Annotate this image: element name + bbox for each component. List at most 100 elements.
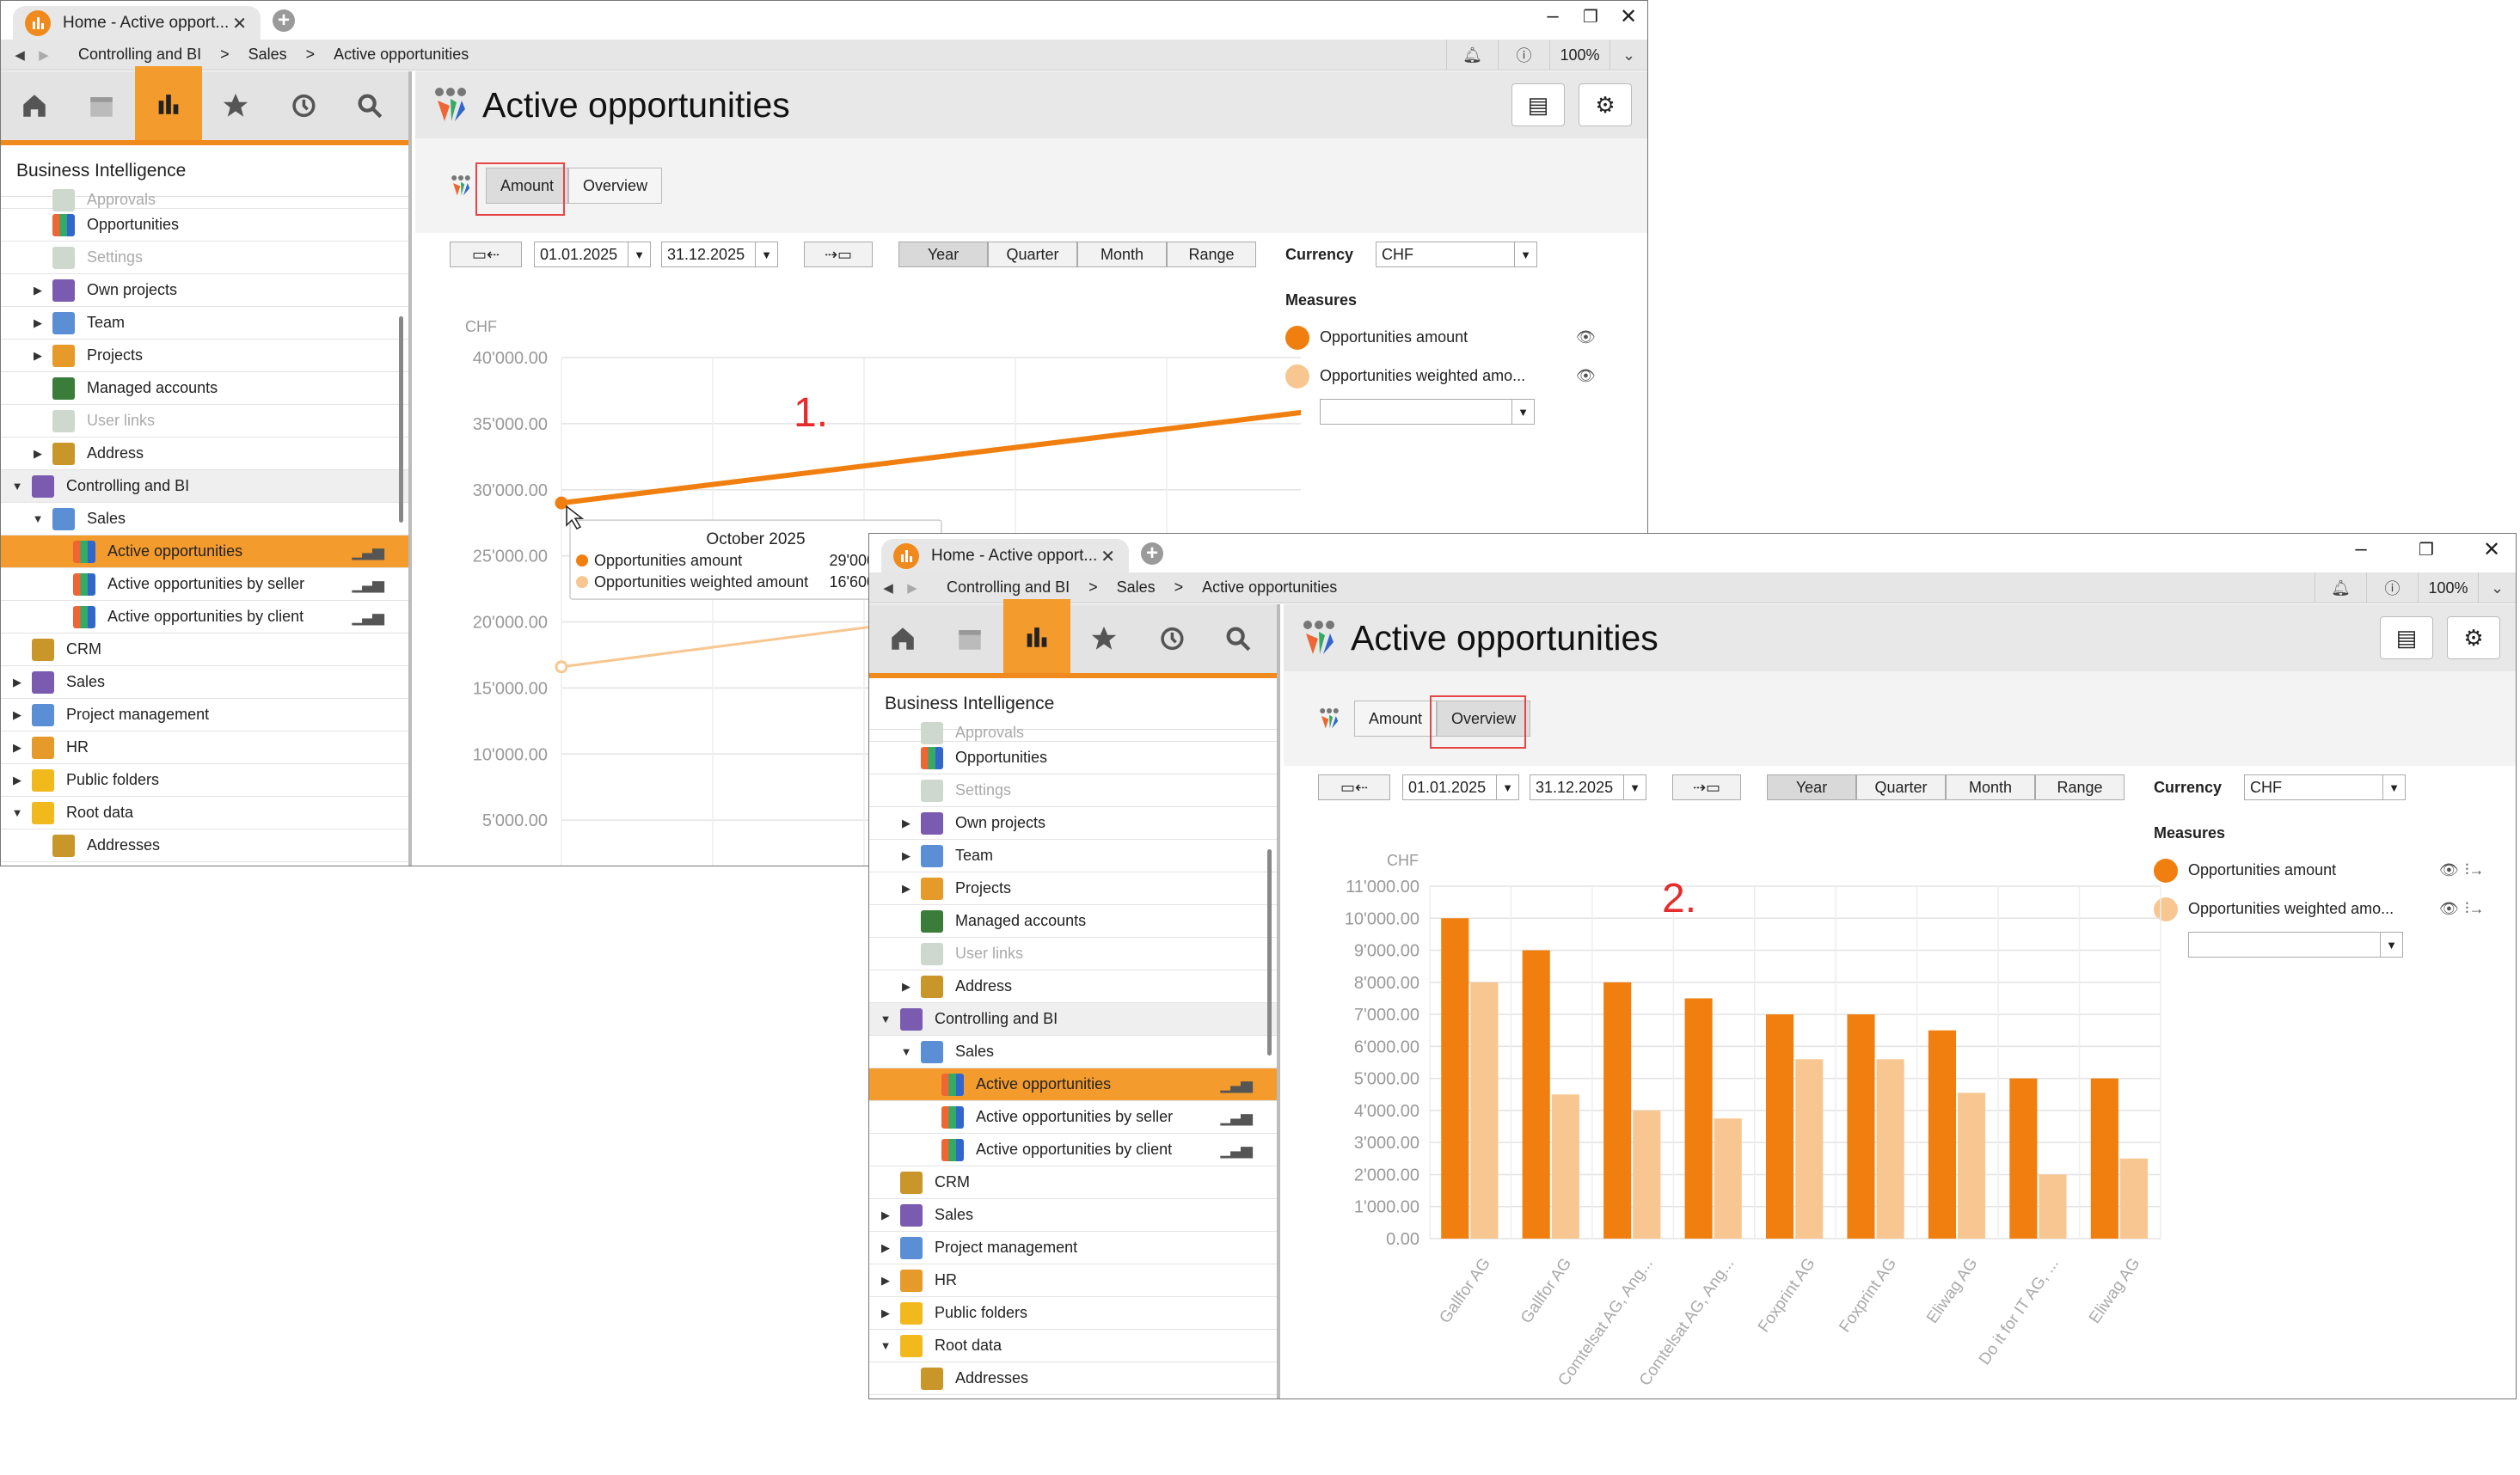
close-tab-icon[interactable]: ✕ [232, 15, 247, 34]
granularity-year[interactable]: Year [1767, 774, 1856, 800]
tree-item[interactable]: ▶ Public folders [869, 1297, 1277, 1330]
tree-item[interactable]: Active opportunities by client ▁▃▅ [1, 601, 408, 633]
gear-icon[interactable]: ⚙ [1579, 83, 1632, 126]
tree-item[interactable]: User links [1, 405, 408, 438]
sidebar-scrollbar[interactable] [399, 316, 403, 523]
measure-item[interactable]: Opportunities weighted amo... 👁︎ ⫶→ [2154, 890, 2498, 928]
date-to-field[interactable]: 31.12.2025 ▼ [661, 242, 778, 267]
collapse-arrow-icon[interactable]: ▼ [900, 1045, 912, 1058]
tree-item[interactable]: Managed accounts [1, 372, 408, 405]
expand-arrow-icon[interactable]: ▶ [902, 816, 911, 829]
bi-chart-icon[interactable] [135, 66, 202, 140]
tree-item[interactable]: ▼ Sales [869, 1036, 1277, 1068]
previous-period-button[interactable]: ▭⇠ [450, 242, 522, 267]
back-icon[interactable]: ◀ [883, 580, 893, 596]
granularity-quarter[interactable]: Quarter [988, 242, 1077, 267]
eye-icon[interactable]: 👁︎ [2439, 861, 2459, 878]
star-icon[interactable] [202, 71, 269, 140]
chart-icon[interactable]: ▁▃▅ [1220, 1141, 1253, 1158]
search-icon[interactable] [1205, 604, 1272, 673]
breadcrumb-item[interactable]: Sales [248, 46, 287, 63]
tree-item[interactable]: ▶ HR [1, 731, 408, 764]
home-icon[interactable] [869, 604, 936, 673]
new-tab-icon[interactable]: + [1141, 542, 1163, 565]
star-icon[interactable] [1070, 604, 1137, 673]
measure-item[interactable]: Opportunities amount 👁︎ [1285, 318, 1629, 357]
expand-arrow-icon[interactable]: ▶ [881, 1208, 890, 1221]
granularity-quarter[interactable]: Quarter [1856, 774, 1946, 800]
restore-icon[interactable]: ❐ [1583, 8, 1598, 27]
tree-item[interactable]: ▶ Own projects [869, 807, 1277, 840]
bi-chart-icon[interactable] [1003, 599, 1070, 673]
measure-item[interactable]: Opportunities weighted amo... 👁︎ [1285, 357, 1629, 395]
browser-tab[interactable]: Home - Active opport... ✕ [881, 539, 1129, 572]
close-window-icon[interactable]: ✕ [2482, 538, 2501, 561]
breadcrumb-item[interactable]: Sales [1116, 578, 1156, 596]
tree-item[interactable]: ▶ Project management [869, 1232, 1277, 1264]
expand-arrow-icon[interactable]: ▶ [34, 446, 42, 460]
tree-item[interactable]: Approvals [869, 721, 1277, 744]
tree-item[interactable]: Managed accounts [869, 905, 1277, 938]
chart-icon[interactable]: ▁▃▅ [352, 575, 384, 592]
tree-item[interactable]: ▼ Root data [1, 797, 408, 829]
granularity-month[interactable]: Month [1946, 774, 2035, 800]
new-tab-icon[interactable]: + [273, 9, 295, 32]
tab-overview[interactable]: Overview [1437, 701, 1531, 737]
eye-icon[interactable]: 👁︎ [2439, 900, 2459, 917]
tree-item[interactable]: ▶ Projects [869, 872, 1277, 905]
tree-item[interactable]: Active opportunities ▁▃▅ [869, 1068, 1277, 1101]
tree-item[interactable]: ▶ Address [869, 970, 1277, 1003]
chart-icon[interactable]: ▁▃▅ [1220, 1075, 1253, 1092]
breadcrumb-item[interactable]: Controlling and BI [947, 578, 1070, 596]
tree-item[interactable]: ▶ Sales [869, 1199, 1277, 1232]
eye-icon[interactable]: 👁︎ [1576, 328, 1596, 346]
minimize-icon[interactable]: – [1547, 4, 1559, 28]
minimize-icon[interactable]: – [2355, 537, 2367, 560]
expand-arrow-icon[interactable]: ▶ [881, 1240, 890, 1254]
currency-select[interactable]: CHF ▼ [1376, 242, 1538, 267]
tab-overview[interactable]: Overview [568, 168, 663, 204]
tree-item[interactable]: Opportunities [869, 742, 1277, 774]
expand-arrow-icon[interactable]: ▶ [13, 773, 21, 786]
tree-item[interactable]: Opportunities [1, 209, 408, 242]
close-window-icon[interactable]: ✕ [1619, 5, 1638, 28]
gear-icon[interactable]: ⚙ [2447, 616, 2500, 659]
chevron-down-icon[interactable]: ⌄ [2478, 572, 2516, 603]
close-tab-icon[interactable]: ✕ [1101, 548, 1115, 566]
tree-item[interactable]: Approvals [1, 188, 408, 211]
add-measure-select[interactable]: ▼ [2188, 932, 2403, 958]
browser-tab[interactable]: Home - Active opport... ✕ [13, 6, 261, 40]
forward-icon[interactable]: ▶ [39, 47, 49, 63]
tree-item[interactable]: ▶ Team [1, 307, 408, 340]
tree-item[interactable]: Active opportunities by seller ▁▃▅ [869, 1101, 1277, 1134]
next-period-button[interactable]: ⇢▭ [804, 242, 873, 267]
chart-icon[interactable]: ▁▃▅ [1220, 1108, 1253, 1125]
tree-item[interactable]: ▶ Sales [1, 666, 408, 699]
eye-icon[interactable]: 👁︎ [1576, 367, 1596, 384]
expand-arrow-icon[interactable]: ▶ [13, 675, 21, 689]
granularity-month[interactable]: Month [1077, 242, 1167, 267]
expand-arrow-icon[interactable]: ▶ [902, 979, 911, 993]
measure-item[interactable]: Opportunities amount 👁︎ ⫶→ [2154, 851, 2498, 890]
expand-arrow-icon[interactable]: ▶ [34, 315, 42, 329]
collapse-arrow-icon[interactable]: ▼ [11, 806, 23, 819]
date-from-field[interactable]: 01.01.2025 ▼ [1402, 774, 1519, 800]
forward-icon[interactable]: ▶ [907, 580, 917, 596]
tree-item[interactable]: Active opportunities by client ▁▃▅ [869, 1134, 1277, 1166]
calendar-icon[interactable] [68, 71, 135, 140]
tree-item[interactable]: Settings [869, 774, 1277, 807]
tree-item[interactable]: ▶ Projects [1, 340, 408, 372]
tree-item[interactable]: ▶ Team [869, 840, 1277, 872]
collapse-arrow-icon[interactable]: ▼ [11, 480, 23, 493]
tree-item[interactable]: ▶ Public folders [1, 764, 408, 797]
history-icon[interactable] [269, 71, 336, 140]
expand-arrow-icon[interactable]: ▶ [902, 848, 911, 862]
tree-item[interactable]: ▼ Sales [1, 503, 408, 536]
granularity-range[interactable]: Range [2035, 774, 2125, 800]
back-icon[interactable]: ◀ [15, 47, 25, 63]
previous-period-button[interactable]: ▭⇠ [1318, 774, 1390, 800]
expand-arrow-icon[interactable]: ▶ [902, 881, 911, 895]
expand-arrow-icon[interactable]: ▶ [881, 1273, 890, 1287]
collapse-arrow-icon[interactable]: ▼ [32, 512, 44, 525]
tree-item[interactable]: ▼ Controlling and BI [869, 1003, 1277, 1036]
